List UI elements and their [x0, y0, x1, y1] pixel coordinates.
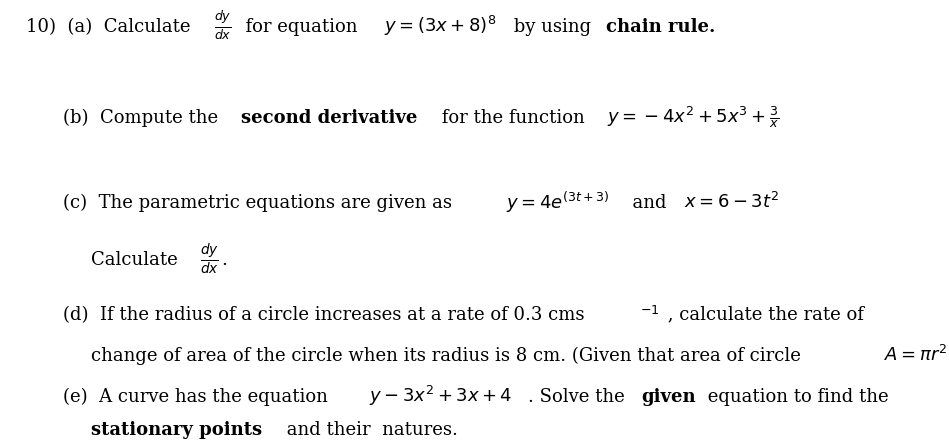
Text: (e)  A curve has the equation: (e) A curve has the equation — [63, 388, 339, 407]
Text: (d)  If the radius of a circle increases at a rate of 0.3 cms: (d) If the radius of a circle increases … — [63, 306, 584, 324]
Text: $y - 3x^{2} + 3x + 4$: $y - 3x^{2} + 3x + 4$ — [369, 385, 512, 408]
Text: $y = (3x + 8)^{8}$: $y = (3x + 8)^{8}$ — [383, 14, 495, 38]
Text: $y = 4e^{(3t+3)}$: $y = 4e^{(3t+3)}$ — [506, 190, 610, 215]
Text: $\frac{dy}{dx}$: $\frac{dy}{dx}$ — [214, 9, 233, 42]
Text: and: and — [622, 194, 679, 213]
Text: , calculate the rate of: , calculate the rate of — [662, 306, 864, 324]
Text: $\frac{dy}{dx}$: $\frac{dy}{dx}$ — [200, 241, 219, 276]
Text: change of area of the circle when its radius is 8 cm. (Given that area of circle: change of area of the circle when its ra… — [91, 347, 807, 365]
Text: equation to find the: equation to find the — [701, 389, 888, 407]
Text: chain rule.: chain rule. — [606, 18, 716, 36]
Text: for equation: for equation — [234, 18, 369, 36]
Text: $x = 6 - 3t^{2}$: $x = 6 - 3t^{2}$ — [684, 192, 779, 213]
Text: (b)  Compute the: (b) Compute the — [63, 109, 223, 127]
Text: $y = -4x^{2} + 5x^{3} + \frac{3}{x}$: $y = -4x^{2} + 5x^{3} + \frac{3}{x}$ — [607, 105, 780, 131]
Text: for the function: for the function — [437, 109, 590, 127]
Text: stationary points: stationary points — [91, 421, 262, 439]
Text: by using: by using — [508, 18, 597, 36]
Text: and their  natures.: and their natures. — [281, 421, 457, 439]
Text: $^{-1}$: $^{-1}$ — [641, 306, 660, 324]
Text: . Solve the: . Solve the — [528, 389, 630, 407]
Text: (c)  The parametric equations are given as: (c) The parametric equations are given a… — [63, 194, 463, 213]
Text: given: given — [642, 389, 696, 407]
Text: 10)  (a)  Calculate: 10) (a) Calculate — [26, 18, 196, 36]
Text: .: . — [221, 251, 227, 269]
Text: second derivative: second derivative — [241, 109, 418, 127]
Text: $A = \pi r^{2}$: $A = \pi r^{2}$ — [884, 345, 947, 365]
Text: Calculate: Calculate — [91, 251, 189, 269]
